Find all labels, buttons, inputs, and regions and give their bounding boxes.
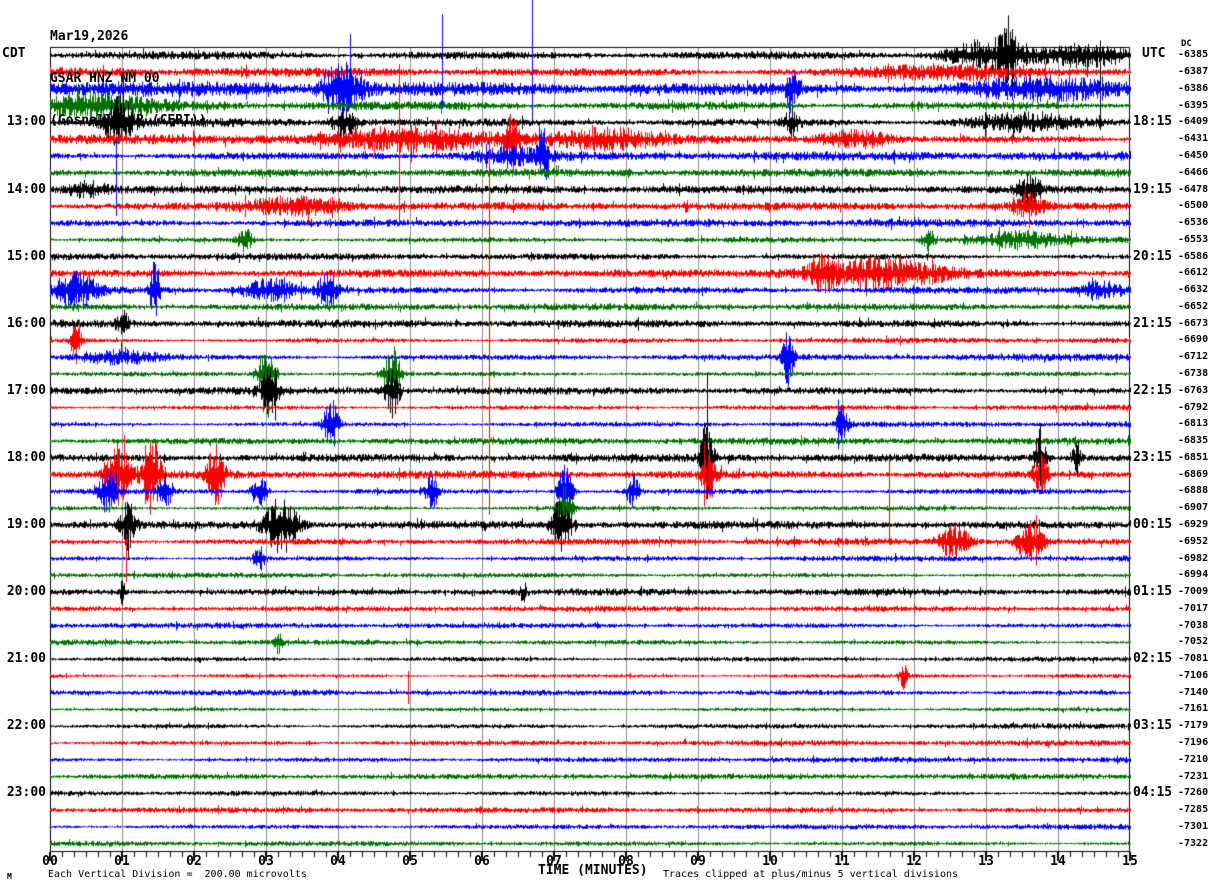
left-hour-label: 15:00 (6, 248, 46, 264)
dc-offset-value: -6553 (1178, 233, 1209, 245)
dc-offset-value: -6813 (1178, 418, 1209, 430)
x-tick-label: 10 (762, 854, 778, 869)
dc-offset-value: -6536 (1178, 217, 1209, 229)
left-hour-label: 17:00 (6, 382, 46, 398)
vertical-scale-note: Each Vertical Division = 200.00 microvol… (48, 869, 307, 880)
right-hour-label: 20:15 (1133, 248, 1173, 264)
header-station: GSAR HNZ NM 00 (50, 71, 160, 86)
left-hour-label: 16:00 (6, 315, 46, 331)
dc-offset-value: -7038 (1178, 619, 1209, 631)
plot-header: Mar19,2026 GSAR HNZ NM 00 (Gosnell, AR (… (50, 2, 207, 156)
left-hour-label: 13:00 (6, 114, 46, 130)
left-hour-label: 14:00 (6, 181, 46, 197)
header-location: (Gosnell, AR (CERI)) (50, 113, 207, 128)
dc-offset-value: -6888 (1178, 485, 1209, 497)
dc-offset-value: -7161 (1178, 703, 1209, 715)
dc-offset-value: -6712 (1178, 351, 1209, 363)
x-tick-label: 06 (474, 854, 490, 869)
dc-offset-value: -6763 (1178, 384, 1209, 396)
x-axis-title: TIME (MINUTES) (538, 863, 648, 878)
x-tick-label: 04 (330, 854, 346, 869)
dc-offset-value: -6652 (1178, 300, 1209, 312)
right-hour-label: 02:15 (1133, 651, 1173, 667)
right-timezone-label: UTC (1142, 46, 1166, 61)
x-tick-label: 09 (690, 854, 706, 869)
dc-offset-value: -7179 (1178, 720, 1209, 732)
dc-offset-value: -7081 (1178, 653, 1209, 665)
right-hour-label: 22:15 (1133, 382, 1173, 398)
x-tick-label: 12 (906, 854, 922, 869)
dc-offset-value: -7196 (1178, 736, 1209, 748)
x-tick-label: 01 (114, 854, 130, 869)
left-hour-label: 20:00 (6, 584, 46, 600)
x-tick-label: 15 (1122, 854, 1138, 869)
x-tick-label: 03 (258, 854, 274, 869)
dc-offset-value: -6994 (1178, 569, 1209, 581)
dc-offset-value: -6586 (1178, 250, 1209, 262)
dc-offset-value: -6907 (1178, 502, 1209, 514)
dc-offset-value: -7106 (1178, 669, 1209, 681)
dc-offset-value: -6851 (1178, 451, 1209, 463)
left-hour-label: 23:00 (6, 785, 46, 801)
dc-offset-value: -6612 (1178, 267, 1209, 279)
x-tick-label: 08 (618, 854, 634, 869)
dc-offset-value: -6386 (1178, 82, 1209, 94)
dc-offset-value: -6673 (1178, 317, 1209, 329)
left-hour-label: 18:00 (6, 449, 46, 465)
dc-offset-value: -6409 (1178, 116, 1209, 128)
dc-offset-value: -6395 (1178, 99, 1209, 111)
right-hour-label: 19:15 (1133, 181, 1173, 197)
left-timezone-label: CDT (2, 46, 26, 61)
dc-offset-value: -6450 (1178, 150, 1209, 161)
right-hour-label: 00:15 (1133, 516, 1173, 532)
dc-offset-value: -7052 (1178, 636, 1209, 648)
dc-offset-header: DC (1181, 39, 1192, 49)
x-tick-label: 02 (186, 854, 202, 869)
dc-offset-value: -7210 (1178, 753, 1209, 765)
dc-offset-value: -6792 (1178, 401, 1209, 413)
right-hour-label: 23:15 (1133, 449, 1173, 465)
right-hour-label: 03:15 (1133, 718, 1173, 734)
dc-offset-value: -7017 (1178, 602, 1209, 614)
x-tick-label: 11 (834, 854, 850, 869)
dc-offset-value: -6690 (1178, 334, 1209, 346)
x-tick-label: 07 (546, 854, 562, 869)
x-tick-label: 05 (402, 854, 418, 869)
dc-offset-value: -7231 (1178, 770, 1209, 782)
dc-offset-value: -6500 (1178, 200, 1209, 212)
clip-note: Traces clipped at plus/minus 5 vertical … (663, 869, 959, 880)
left-hour-label: 22:00 (6, 718, 46, 734)
right-hour-label: 21:15 (1133, 315, 1173, 331)
right-hour-label: 01:15 (1133, 584, 1173, 600)
dc-offset-value: -6929 (1178, 518, 1209, 530)
dc-offset-value: -7140 (1178, 686, 1209, 698)
dc-offset-value: -6385 (1178, 49, 1209, 61)
dc-offset-value: -6387 (1178, 66, 1209, 78)
dc-offset-value: -6952 (1178, 535, 1209, 547)
dc-offset-value: -6738 (1178, 368, 1209, 380)
right-hour-label: 18:15 (1133, 114, 1173, 130)
x-tick-label: 14 (1050, 854, 1066, 869)
header-date: Mar19,2026 (50, 29, 129, 44)
dc-offset-value: -6835 (1178, 435, 1209, 447)
dc-offset-value: -7009 (1178, 586, 1209, 598)
dc-offset-value: -7260 (1178, 787, 1209, 799)
x-tick-label: 00 (42, 854, 58, 869)
left-hour-label: 21:00 (6, 651, 46, 667)
dc-offset-value: -6982 (1178, 552, 1209, 564)
dc-offset-value: -7285 (1178, 804, 1209, 816)
dc-offset-value: -7322 (1178, 837, 1209, 849)
dc-offset-value: -6431 (1178, 133, 1209, 145)
dc-offset-value: -7301 (1178, 820, 1209, 832)
right-hour-label: 04:15 (1133, 785, 1173, 801)
dc-offset-value: -6478 (1178, 183, 1209, 195)
x-tick-label: 13 (978, 854, 994, 869)
dc-offset-value: -6466 (1178, 166, 1209, 178)
dc-offset-value: -6632 (1178, 284, 1209, 296)
footer-marker: M (7, 872, 12, 881)
dc-offset-value: -6869 (1178, 468, 1209, 480)
left-hour-label: 19:00 (6, 516, 46, 532)
